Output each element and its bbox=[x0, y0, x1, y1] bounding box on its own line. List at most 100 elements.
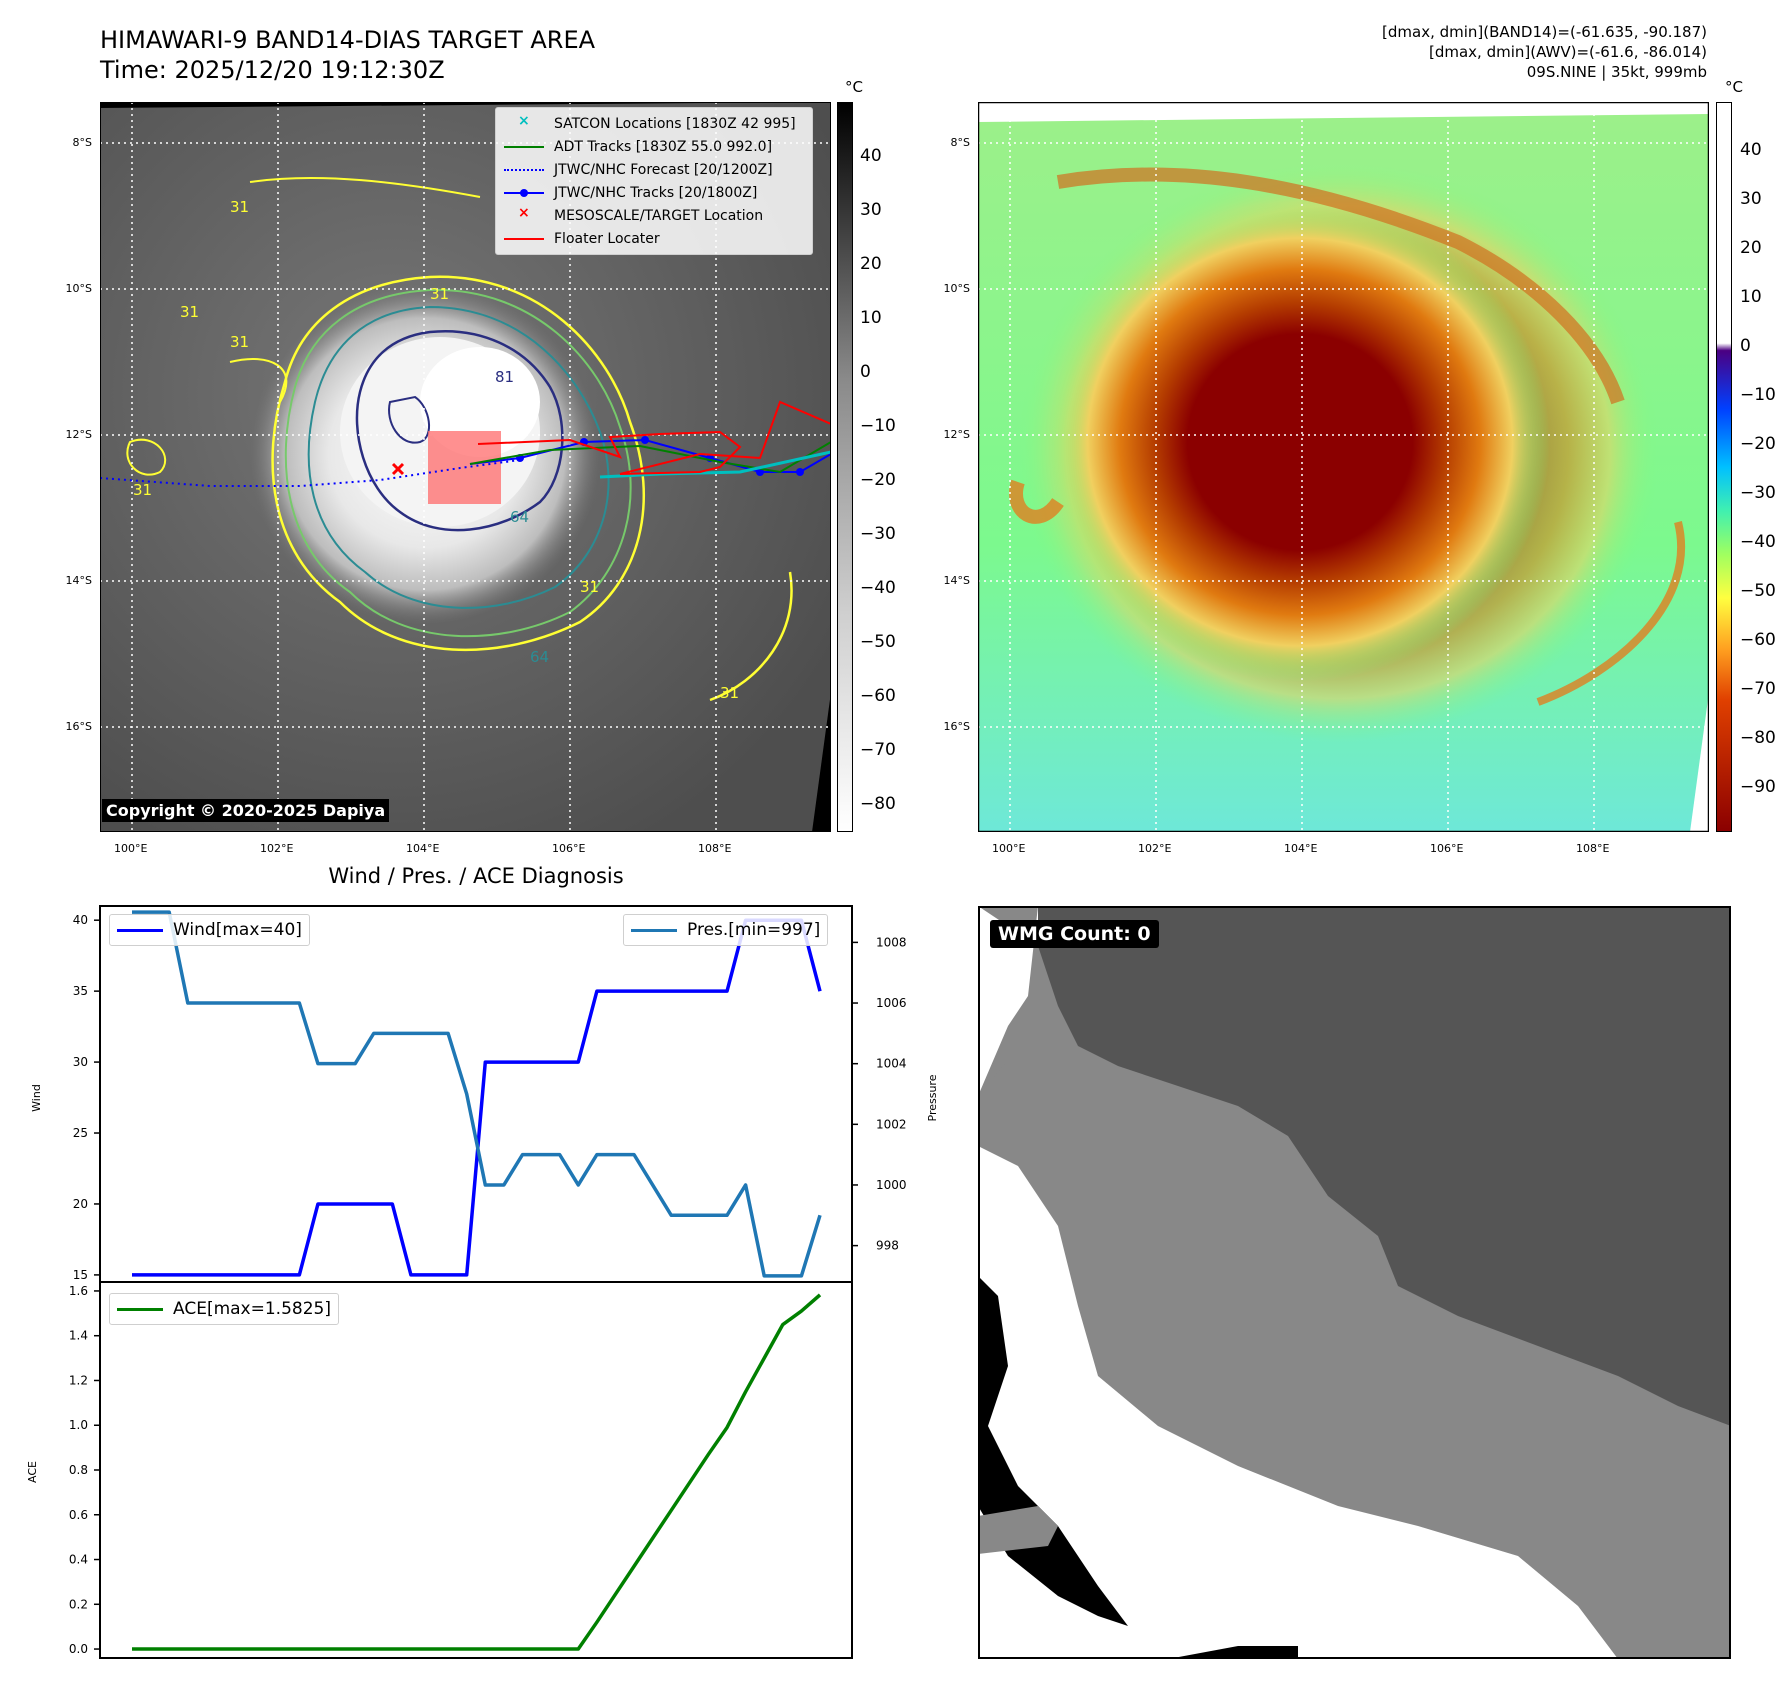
wind-legend-label: Wind[max=40] bbox=[173, 920, 302, 940]
wmg-gray-strip bbox=[978, 1506, 1058, 1554]
ir-map-panel[interactable]: 31 31 31 31 31 31 31 64 64 81 × SATCON Lo… bbox=[100, 102, 831, 832]
contour-label: 64 bbox=[510, 508, 529, 526]
ace-tick-label: 0.8 bbox=[69, 1463, 88, 1477]
wmg-black-bottom bbox=[1168, 1646, 1298, 1659]
colorbar-tick: 10 bbox=[860, 308, 882, 328]
pressure-axis-label: Pressure bbox=[926, 1074, 939, 1121]
contour-label: 31 bbox=[720, 684, 739, 702]
color-lon-labels: 100°E 102°E 104°E 106°E 108°E bbox=[978, 842, 1709, 858]
ace-tick-label: 0.6 bbox=[69, 1508, 88, 1522]
colorbar-tick: −30 bbox=[1740, 483, 1776, 503]
legend-entry: ADT Tracks [1830Z 55.0 992.0] bbox=[504, 135, 804, 158]
lat-label: 10°S bbox=[65, 282, 92, 295]
ir-map-legend: × SATCON Locations [1830Z 42 995] ADT Tra… bbox=[495, 107, 813, 255]
floater-track bbox=[477, 400, 831, 475]
legend-key-jtwc bbox=[504, 186, 544, 200]
wind-axis-label: Wind bbox=[30, 1084, 43, 1112]
lon-label: 102°E bbox=[260, 842, 294, 855]
contour-teal bbox=[307, 305, 610, 609]
colorbar-tick: 20 bbox=[1740, 238, 1762, 258]
colorbar-tick: 0 bbox=[1740, 336, 1751, 356]
color-gridlines bbox=[978, 102, 1709, 832]
color-map-panel[interactable] bbox=[978, 102, 1709, 832]
stats-text: [dmax, dmin](BAND14)=(-61.635, -90.187) … bbox=[1382, 22, 1707, 82]
legend-key-floater bbox=[504, 232, 544, 246]
ace-tick-label: 1.2 bbox=[69, 1373, 88, 1387]
lon-label: 106°E bbox=[552, 842, 586, 855]
colorbar-tick: 0 bbox=[860, 362, 871, 382]
pressure-series-line bbox=[132, 910, 822, 1278]
legend-entry: × MESOSCALE/TARGET Location bbox=[504, 204, 804, 227]
legend-label: JTWC/NHC Forecast [20/1200Z] bbox=[554, 161, 773, 178]
ace-tick-label: 1.6 bbox=[69, 1284, 88, 1298]
lat-label: 14°S bbox=[943, 574, 970, 587]
wind-tick-label: 20 bbox=[73, 1197, 88, 1211]
lat-label: 16°S bbox=[65, 720, 92, 733]
colorbar-tick: −20 bbox=[860, 470, 896, 490]
lon-label: 104°E bbox=[1284, 842, 1318, 855]
wmg-panel[interactable]: WMG Count: 0 bbox=[978, 906, 1731, 1659]
wind-pressure-plot-frame bbox=[99, 905, 853, 1283]
colorbar-tick: −20 bbox=[1740, 434, 1776, 454]
wmg-dark-gray bbox=[1038, 906, 1731, 1426]
lat-label: 14°S bbox=[65, 574, 92, 587]
colorbar-tick: −40 bbox=[860, 578, 896, 598]
contour-label: 31 bbox=[430, 285, 449, 303]
ace-plot-frame bbox=[99, 1281, 853, 1659]
colorbar-tick: 40 bbox=[1740, 140, 1762, 160]
colorbar-tick: 30 bbox=[860, 200, 882, 220]
mesoscale-box bbox=[428, 431, 501, 504]
ace-series-line bbox=[132, 1293, 822, 1651]
colorbar-tick: −80 bbox=[1740, 728, 1776, 748]
pressure-tick-label: 1006 bbox=[876, 996, 907, 1010]
wind-tick-label: 15 bbox=[73, 1268, 88, 1282]
diagnosis-title: Wind / Pres. / ACE Diagnosis bbox=[328, 864, 624, 888]
legend-label: JTWC/NHC Tracks [20/1800Z] bbox=[554, 184, 758, 201]
color-colorbar-ticks: 40 30 20 10 0 −10 −20 −30 −40 −50 −60 −7… bbox=[1740, 102, 1780, 832]
color-colorbar-unit: °C bbox=[1725, 78, 1743, 96]
lat-label: 10°S bbox=[943, 282, 970, 295]
colorbar-tick: −30 bbox=[860, 524, 896, 544]
color-colorbar bbox=[1716, 102, 1732, 832]
colorbar-tick: 30 bbox=[1740, 189, 1762, 209]
colorbar-tick: −60 bbox=[1740, 630, 1776, 650]
legend-entry: × SATCON Locations [1830Z 42 995] bbox=[504, 112, 804, 135]
adt-track bbox=[469, 441, 831, 474]
lat-label: 16°S bbox=[943, 720, 970, 733]
wmg-svg bbox=[978, 906, 1731, 1659]
ace-legend: ACE[max=1.5825] bbox=[109, 1293, 339, 1325]
contour-label: 31 bbox=[180, 303, 199, 321]
pressure-tick-label: 1008 bbox=[876, 935, 907, 949]
lon-label: 104°E bbox=[406, 842, 440, 855]
colorbar-tick: −40 bbox=[1740, 532, 1776, 552]
ir-colorbar-unit: °C bbox=[845, 78, 863, 96]
ace-legend-key bbox=[117, 1302, 163, 1316]
jtwc-track bbox=[469, 438, 831, 473]
ace-tick-label: 1.4 bbox=[69, 1329, 88, 1343]
ir-lon-labels: 100°E 102°E 104°E 106°E 108°E bbox=[100, 842, 831, 858]
lat-label: 12°S bbox=[65, 428, 92, 441]
contour-label: 31 bbox=[580, 578, 599, 596]
colorbar-tick: −90 bbox=[1740, 777, 1776, 797]
pressure-legend: Pres.[min=997] bbox=[623, 914, 829, 946]
colorbar-tick: −60 bbox=[860, 686, 896, 706]
pressure-tick-label: 1000 bbox=[876, 1178, 907, 1192]
lon-label: 100°E bbox=[114, 842, 148, 855]
wmg-light-gray-lower bbox=[978, 1006, 1731, 1659]
wmg-count-badge: WMG Count: 0 bbox=[990, 920, 1159, 948]
contour-label: 31 bbox=[133, 481, 152, 499]
pressure-tick-label: 1002 bbox=[876, 1117, 907, 1131]
colorbar-tick: −50 bbox=[860, 632, 896, 652]
ir-colorbar bbox=[837, 102, 853, 832]
lat-label: 8°S bbox=[950, 136, 970, 149]
stats-band14: [dmax, dmin](BAND14)=(-61.635, -90.187) bbox=[1382, 23, 1707, 41]
ace-tick-label: 0.0 bbox=[69, 1642, 88, 1656]
wind-legend: Wind[max=40] bbox=[109, 914, 310, 946]
legend-entry: JTWC/NHC Tracks [20/1800Z] bbox=[504, 181, 804, 204]
contour-label: 81 bbox=[495, 368, 514, 386]
storm-core bbox=[1050, 202, 1550, 682]
wind-series-line bbox=[132, 918, 822, 1277]
legend-key-satcon: × bbox=[518, 112, 530, 129]
contour-label: 64 bbox=[530, 648, 549, 666]
contour-label: 31 bbox=[230, 198, 249, 216]
